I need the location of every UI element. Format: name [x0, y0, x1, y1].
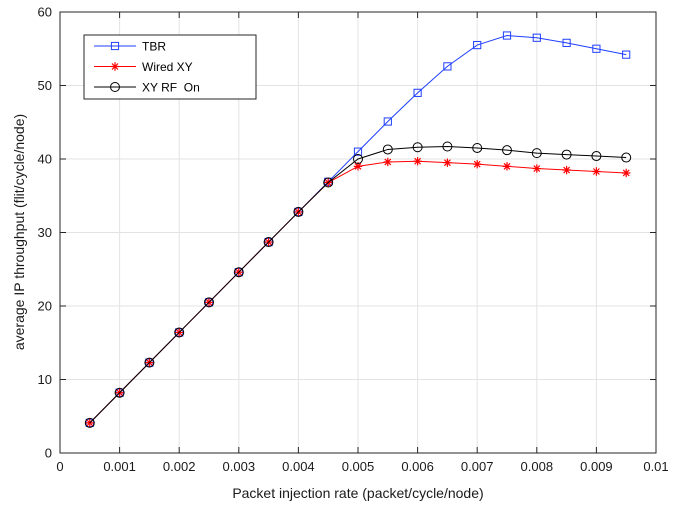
data-point [621, 152, 632, 163]
data-point [353, 147, 363, 156]
data-point [382, 144, 393, 155]
axis-ticks: 0 0.001 0.002 0.003 0.004 0.005 0.006 0.007 0.00… [38, 5, 669, 475]
data-point [144, 357, 155, 368]
y-tick-label: 30 [38, 225, 52, 240]
x-tick-label: 0.006 [401, 459, 434, 474]
data-point [502, 31, 512, 40]
data-point [293, 206, 304, 217]
x-tick-label: 0 [56, 459, 63, 474]
data-point [174, 327, 185, 338]
legend-label: Wired XY [142, 60, 193, 74]
data-point [443, 158, 452, 167]
data-point [592, 167, 601, 176]
y-axis-label: average IP throughput (flit/cycle/node) [11, 114, 27, 350]
data-point [413, 157, 422, 166]
data-point [502, 162, 512, 171]
data-point [562, 165, 571, 175]
data-point [413, 88, 422, 97]
data-point [532, 33, 541, 42]
data-point [591, 151, 602, 162]
legend-marker [110, 41, 120, 51]
legend-marker [110, 62, 120, 71]
data-point [323, 177, 334, 188]
x-tick-label: 0.008 [521, 459, 554, 474]
data-point [561, 149, 572, 160]
x-tick-label: 0.01 [643, 459, 668, 474]
y-tick-label: 0 [45, 446, 52, 461]
data-point [472, 142, 483, 153]
data-point [114, 387, 125, 398]
legend-entry: XY RF On [94, 80, 200, 94]
x-tick-label: 0.003 [223, 459, 256, 474]
data-point [473, 40, 482, 50]
data-point [531, 148, 542, 159]
y-tick-label: 20 [38, 299, 52, 314]
x-axis-label: Packet injection rate (packet/cycle/node… [232, 485, 483, 501]
data-point [412, 142, 423, 153]
data-point [622, 168, 631, 178]
data-point [442, 141, 453, 152]
legend-label: XY RF On [142, 80, 200, 94]
y-tick-label: 10 [38, 372, 52, 387]
x-tick-label: 0.007 [461, 459, 494, 474]
data-point [532, 164, 541, 173]
data-point [84, 417, 95, 428]
y-tick-label: 60 [38, 5, 52, 20]
data-point [204, 297, 214, 308]
data-point [233, 267, 244, 278]
data-point [353, 162, 363, 171]
data-point [562, 38, 571, 47]
data-point [592, 44, 601, 53]
x-tick-label: 0.002 [163, 459, 196, 474]
x-tick-label: 0.005 [342, 459, 375, 474]
series-group [84, 31, 632, 428]
legend-entry: Wired XY [94, 60, 193, 74]
series-3 [84, 141, 632, 428]
x-tick-label: 0.009 [580, 459, 613, 474]
data-point [353, 154, 363, 164]
data-point [502, 145, 512, 156]
x-tick-label: 0.001 [103, 459, 136, 474]
y-tick-label: 40 [38, 152, 52, 167]
data-point [473, 159, 482, 169]
y-tick-label: 50 [38, 78, 52, 93]
x-tick-label: 0.004 [282, 459, 315, 474]
series-line [89, 145, 627, 424]
data-point [383, 157, 392, 167]
data-point [622, 50, 631, 59]
data-point [383, 117, 392, 126]
legend-entry: TBR [94, 39, 166, 53]
legend: TBR Wired XY XY RF On [83, 34, 257, 100]
data-point [443, 62, 452, 71]
data-point [263, 237, 274, 248]
legend-marker [110, 82, 120, 92]
legend-label: TBR [142, 39, 166, 53]
